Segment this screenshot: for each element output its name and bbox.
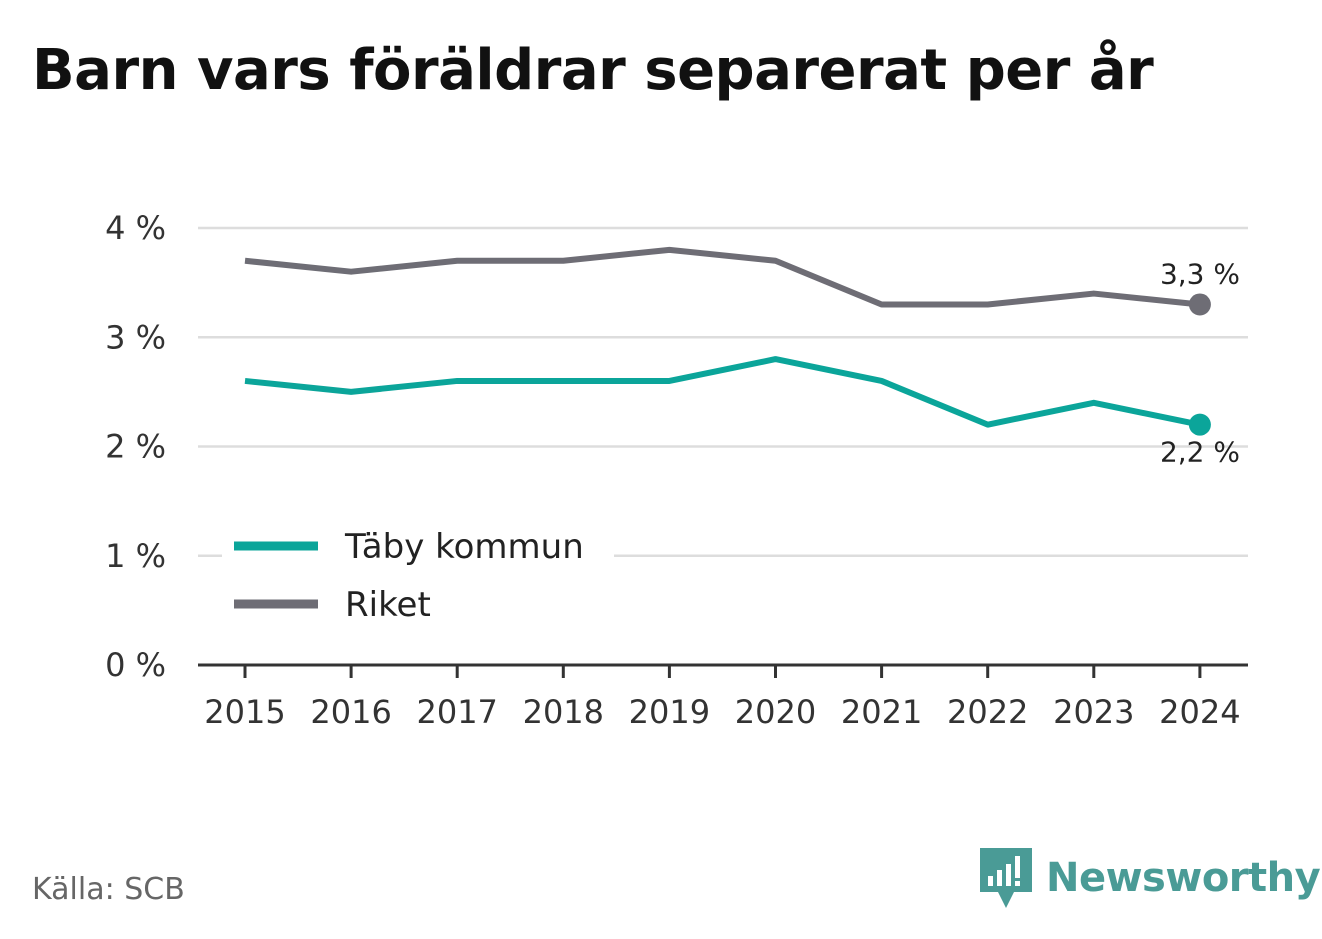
- y-tick-label: 1 %: [105, 537, 166, 575]
- legend: Täby kommun Riket: [234, 527, 584, 625]
- series-line-0: [244, 356, 1201, 428]
- series-line-1: [244, 246, 1201, 308]
- end-point-marker: [1188, 293, 1211, 316]
- x-tick-label: 2020: [735, 693, 816, 731]
- chart-title: Barn vars föräldrar separerat per år: [32, 38, 1154, 103]
- legend-label: Täby kommun: [344, 527, 584, 567]
- newsworthy-logo-icon: [980, 848, 1032, 908]
- end-value-label: 2,2 %: [1160, 436, 1240, 469]
- x-tick-label: 2021: [841, 693, 922, 731]
- x-tick-label: 2019: [629, 693, 710, 731]
- brand-name: Newsworthy: [1046, 855, 1321, 901]
- legend-box: [222, 520, 614, 635]
- y-tick-label: 2 %: [105, 428, 166, 466]
- x-tick-label: 2024: [1159, 693, 1240, 731]
- x-tick-label: 2022: [947, 693, 1028, 731]
- x-tick-label: 2015: [204, 693, 285, 731]
- source-note: Källa: SCB: [32, 872, 185, 907]
- x-tick-label: 2018: [523, 693, 604, 731]
- x-tick-label: 2017: [416, 693, 497, 731]
- legend-background: [222, 520, 614, 635]
- x-tick-label: 2023: [1053, 693, 1134, 731]
- x-tick-label: 2016: [310, 693, 391, 731]
- y-tick-label: 4 %: [105, 209, 166, 247]
- x-axis: 2015 2016 2017 2018 2019 2020 2021 2022 2023 2024: [198, 663, 1248, 731]
- brand[interactable]: Newsworthy: [980, 848, 1321, 908]
- y-tick-label: 0 %: [105, 646, 166, 684]
- end-point-marker: [1188, 413, 1211, 436]
- end-value-label: 3,3 %: [1160, 257, 1240, 290]
- series-lines: 2,2 % 3,3 %: [244, 246, 1240, 469]
- y-axis-ticks: 0 % 1 % 2 % 3 % 4 %: [105, 209, 166, 684]
- y-tick-label: 3 %: [105, 318, 166, 356]
- legend-label: Riket: [345, 585, 431, 625]
